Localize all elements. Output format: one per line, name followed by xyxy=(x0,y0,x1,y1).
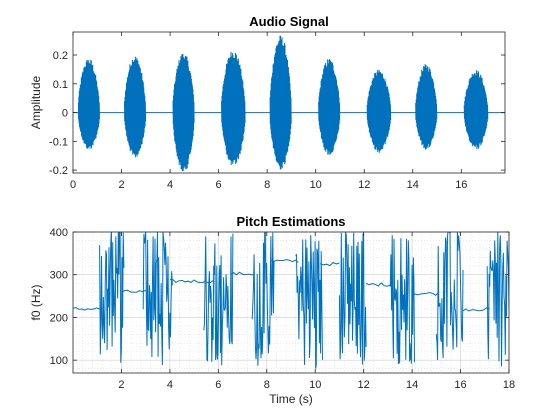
y-tick-label: 400 xyxy=(50,227,68,239)
x-tick-label: 2 xyxy=(118,179,124,191)
y-tick-label: 0 xyxy=(62,108,68,120)
x-tick-label: 18 xyxy=(503,379,515,391)
x-tick-label: 6 xyxy=(216,179,222,191)
signal-burst-9 xyxy=(463,70,489,150)
signal-burst-6 xyxy=(318,59,341,155)
x-tick-label: 8 xyxy=(264,379,270,391)
pitch-segment-7 xyxy=(319,261,340,267)
pitch-noise-9 xyxy=(486,232,509,367)
signal-burst-5 xyxy=(269,35,292,170)
audio-signal-axes: 0 2 4 6 8 10 12 14 16 -0.2 -0.1 0 0.1 0.2 Audio Signal… xyxy=(29,14,506,191)
chart-title: Pitch Estimations xyxy=(236,214,345,229)
x-tick-label: 2 xyxy=(118,379,124,391)
y-tick-label: -0.2 xyxy=(49,165,68,177)
data-series xyxy=(73,232,509,369)
signal-burst-1 xyxy=(77,59,100,149)
x-tick-label: 14 xyxy=(406,379,418,391)
y-tick-label: -0.1 xyxy=(49,136,68,148)
pitch-noise-7 xyxy=(389,235,415,365)
axes-box xyxy=(72,231,510,374)
pitch-noise-6 xyxy=(338,232,367,365)
y-axis-label: f0 (Hz) xyxy=(29,284,43,320)
pitch-noise-1 xyxy=(99,232,125,363)
x-tick-label: 14 xyxy=(407,179,419,191)
signal-burst-3 xyxy=(172,53,195,172)
x-tick-label: 4 xyxy=(167,379,173,391)
x-tick-label: 10 xyxy=(310,179,322,191)
pitch-noise-2 xyxy=(142,232,173,366)
pitch-estimations-axes: 2 4 6 8 10 12 14 16 18 100 200 300 400 Pitch Estimati… xyxy=(29,214,515,406)
x-tick-label: 4 xyxy=(167,179,173,191)
pitch-segment-6 xyxy=(271,259,299,263)
signal-burst-8 xyxy=(415,64,438,150)
pitch-segment-8 xyxy=(365,282,391,287)
signal-burst-7 xyxy=(366,69,392,153)
x-tick-label: 8 xyxy=(264,179,270,191)
x-tick-label: 16 xyxy=(455,179,467,191)
x-tick-label: 6 xyxy=(215,379,221,391)
signal-burst-2 xyxy=(124,56,147,158)
x-tick-label: 16 xyxy=(454,379,466,391)
x-tick-label: 12 xyxy=(358,379,370,391)
chart-title: Audio Signal xyxy=(249,14,328,29)
y-tick-label: 0.2 xyxy=(53,50,68,62)
x-axis-label: Time (s) xyxy=(269,392,313,406)
pitch-segment-2 xyxy=(121,289,146,293)
y-tick-label: 100 xyxy=(50,355,68,367)
pitch-segment-9 xyxy=(414,291,440,296)
y-tick-label: 0.1 xyxy=(53,79,68,91)
pitch-noise-4 xyxy=(251,232,275,366)
pitch-noise-3 xyxy=(203,233,234,366)
x-tick-label: 12 xyxy=(358,179,370,191)
axes-box xyxy=(72,31,506,174)
pitch-segment-10 xyxy=(462,307,490,312)
pitch-noise-8 xyxy=(435,232,464,361)
x-tick-label: 10 xyxy=(309,379,321,391)
y-axis-label: Amplitude xyxy=(29,76,43,130)
pitch-segment-3 xyxy=(169,279,207,284)
pitch-noise-5 xyxy=(295,235,323,369)
x-tick-label: 0 xyxy=(70,179,76,191)
pitch-segment-5 xyxy=(230,271,255,276)
ticks: 2 4 6 8 10 12 14 16 18 100 200 300 400 xyxy=(50,227,515,391)
y-tick-label: 300 xyxy=(50,270,68,282)
y-tick-label: 200 xyxy=(50,312,68,324)
ticks: 0 2 4 6 8 10 12 14 16 -0.2 -0.1 0 0.1 0.2 xyxy=(49,32,505,191)
pitch-segment-1 xyxy=(73,307,100,311)
signal-burst-4 xyxy=(221,51,246,166)
data-series xyxy=(73,35,505,172)
